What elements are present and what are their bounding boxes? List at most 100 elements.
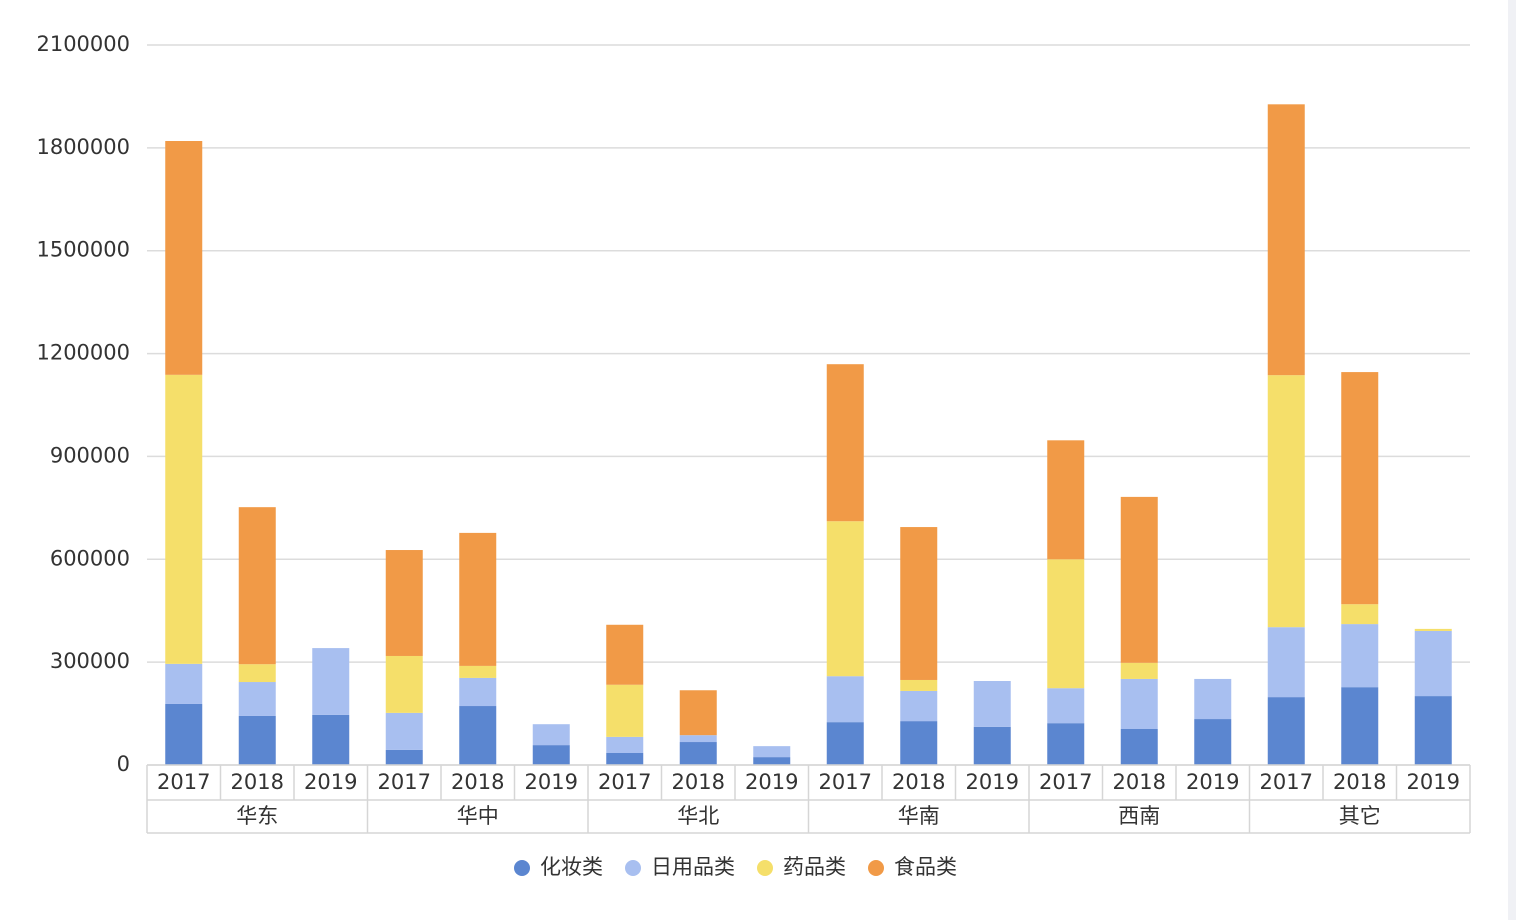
bar-segment	[973, 681, 1011, 727]
y-tick-label: 900000	[50, 443, 130, 467]
bar-segment	[385, 550, 423, 656]
bar-segment	[1414, 630, 1452, 697]
group-label: 华东	[236, 804, 278, 828]
x-tick-label: 2019	[525, 770, 578, 794]
bar-segment	[1120, 678, 1158, 729]
x-tick-label: 2017	[157, 770, 210, 794]
bar-segment	[753, 746, 791, 758]
bar-segment	[1194, 719, 1232, 765]
bar-segment	[606, 753, 644, 765]
bar-segment	[679, 690, 717, 736]
bar-segment	[1341, 624, 1379, 688]
bar-segment	[385, 749, 423, 765]
bar-segment	[459, 706, 497, 765]
bar-segment	[1047, 723, 1085, 765]
x-tick-label: 2018	[451, 770, 504, 794]
bar-segment	[1341, 372, 1379, 605]
group-label: 华南	[898, 804, 940, 828]
bar-segment	[1267, 697, 1305, 765]
bar-segment	[385, 712, 423, 750]
bar-segment	[1194, 678, 1232, 720]
group-label: 华北	[677, 804, 719, 828]
bar-segment	[606, 684, 644, 737]
bar-segment	[312, 648, 350, 715]
bar-segment	[165, 141, 203, 375]
bar-segment	[900, 721, 938, 765]
bar-segment	[238, 507, 276, 665]
x-tick-label: 2017	[1039, 770, 1092, 794]
bar-segment	[165, 374, 203, 664]
y-tick-label: 1800000	[36, 135, 130, 159]
x-tick-label: 2019	[304, 770, 357, 794]
x-tick-label: 2018	[672, 770, 725, 794]
legend-marker	[514, 860, 530, 876]
y-tick-label: 600000	[50, 546, 130, 570]
bar-segment	[532, 745, 570, 765]
x-tick-label: 2019	[1186, 770, 1239, 794]
bar-segment	[973, 726, 1011, 765]
bar-segment	[459, 532, 497, 666]
bar-segment	[826, 364, 864, 522]
group-label: 其它	[1339, 804, 1381, 828]
legend-marker	[757, 860, 773, 876]
legend-label: 日用品类	[651, 855, 735, 879]
bar-segment	[1120, 496, 1158, 663]
x-tick-label: 2017	[378, 770, 431, 794]
bar-segment	[532, 724, 570, 746]
bar-segment	[900, 690, 938, 722]
x-tick-label: 2018	[892, 770, 945, 794]
y-tick-label: 1500000	[36, 238, 130, 262]
x-tick-label: 2018	[1333, 770, 1386, 794]
legend-label: 食品类	[894, 855, 957, 879]
bar-segment	[459, 677, 497, 707]
bar-segment	[459, 665, 497, 678]
bar-segment	[900, 527, 938, 680]
bar-segment	[1047, 688, 1085, 724]
bar-segment	[826, 521, 864, 677]
x-tick-label: 2017	[1260, 770, 1313, 794]
bar-segment	[238, 715, 276, 765]
bar-segment	[679, 735, 717, 743]
bar-segment	[1267, 627, 1305, 698]
bar-segment	[826, 722, 864, 765]
bar-segment	[753, 757, 791, 765]
x-tick-label: 2019	[745, 770, 798, 794]
group-label: 华中	[457, 804, 499, 828]
x-tick-label: 2018	[1113, 770, 1166, 794]
legend-marker	[868, 860, 884, 876]
bar-segment	[165, 663, 203, 704]
x-tick-label: 2019	[1407, 770, 1460, 794]
x-tick-label: 2017	[819, 770, 872, 794]
bar-segment	[679, 742, 717, 765]
bar-segment	[238, 682, 276, 716]
bar-segment	[1341, 687, 1379, 765]
bar-segment	[1341, 604, 1379, 625]
bar-segment	[606, 736, 644, 753]
group-label: 西南	[1118, 804, 1160, 828]
bar-segment	[165, 703, 203, 765]
x-tick-label: 2019	[966, 770, 1019, 794]
legend-marker	[625, 860, 641, 876]
bar-segment	[312, 714, 350, 765]
bar-segment	[900, 679, 938, 691]
bar-segment	[1414, 696, 1452, 765]
bar-segment	[1120, 729, 1158, 765]
bar-segment	[1267, 375, 1305, 628]
bar-segment	[1414, 628, 1452, 631]
bar-segment	[1047, 440, 1085, 560]
x-tick-label: 2017	[598, 770, 651, 794]
legend-label: 药品类	[783, 855, 846, 879]
bar-segment	[1120, 662, 1158, 679]
y-tick-label: 2100000	[36, 32, 130, 56]
bar-segment	[1047, 559, 1085, 689]
y-tick-label: 300000	[50, 649, 130, 673]
legend-label: 化妆类	[540, 855, 603, 879]
y-tick-label: 1200000	[36, 341, 130, 365]
bar-segment	[826, 676, 864, 723]
bar-segment	[385, 655, 423, 713]
bar-segment	[606, 624, 644, 685]
y-tick-label: 0	[117, 752, 130, 776]
bar-segment	[1267, 104, 1305, 376]
x-tick-label: 2018	[231, 770, 284, 794]
